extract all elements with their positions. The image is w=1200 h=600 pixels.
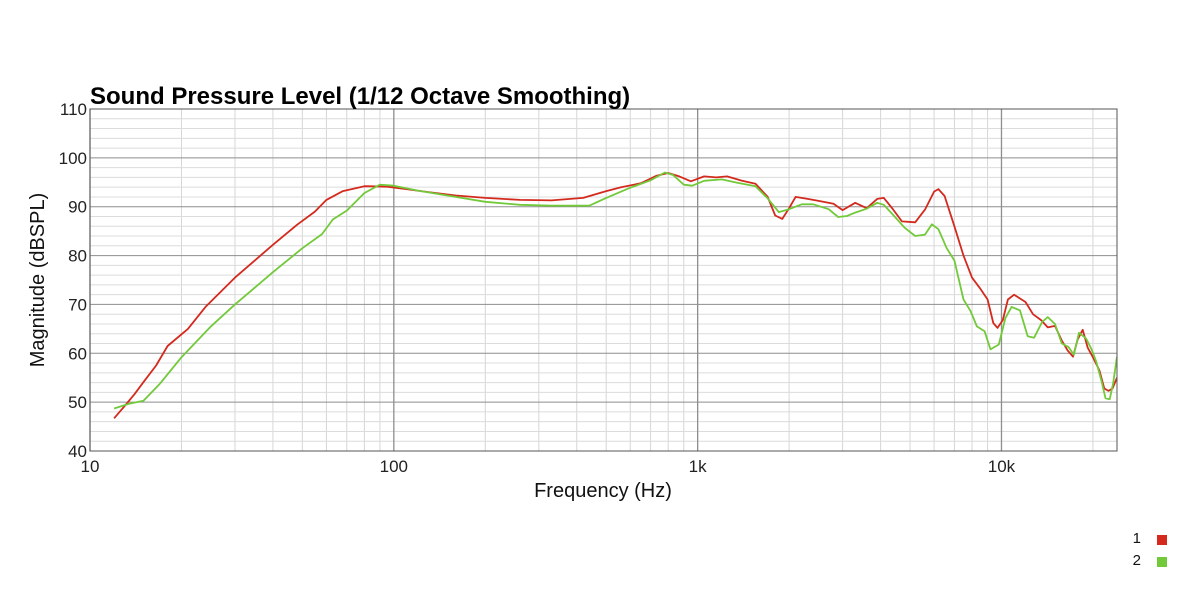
legend-label-2: 2 (1133, 552, 1141, 569)
legend-label-1: 1 (1133, 530, 1141, 547)
y-axis-label: Magnitude (dBSPL) (27, 193, 49, 368)
y-tick-label: 90 (68, 198, 87, 217)
x-axis-label: Frequency (Hz) (534, 480, 672, 502)
series-lines (113, 171, 1117, 419)
x-tick-label: 10k (988, 457, 1016, 476)
y-tick-labels: 40 50 60 70 80 90 100 110 (59, 100, 87, 461)
legend-swatch-1 (1157, 535, 1167, 545)
y-tick-label: 100 (59, 149, 87, 168)
series-line-2 (113, 171, 1117, 410)
minor-gridlines (90, 109, 1117, 451)
x-tick-labels: 10 100 1k 10k (81, 457, 1016, 476)
y-tick-label: 80 (68, 247, 87, 266)
x-tick-label: 10 (81, 457, 100, 476)
y-tick-label: 60 (68, 344, 87, 363)
legend: 12 (1133, 530, 1167, 569)
y-tick-label: 40 (68, 442, 87, 461)
x-tick-label: 100 (380, 457, 408, 476)
x-tick-label: 1k (689, 457, 707, 476)
series-line-1 (113, 172, 1117, 419)
legend-swatch-2 (1157, 557, 1167, 567)
major-gridlines (89, 108, 1117, 452)
plot-frame (89, 108, 1118, 452)
y-tick-label: 110 (60, 100, 87, 119)
chart-title: Sound Pressure Level (1/12 Octave Smooth… (90, 83, 630, 110)
y-tick-label: 50 (68, 393, 87, 412)
y-tick-label: 70 (68, 295, 87, 314)
